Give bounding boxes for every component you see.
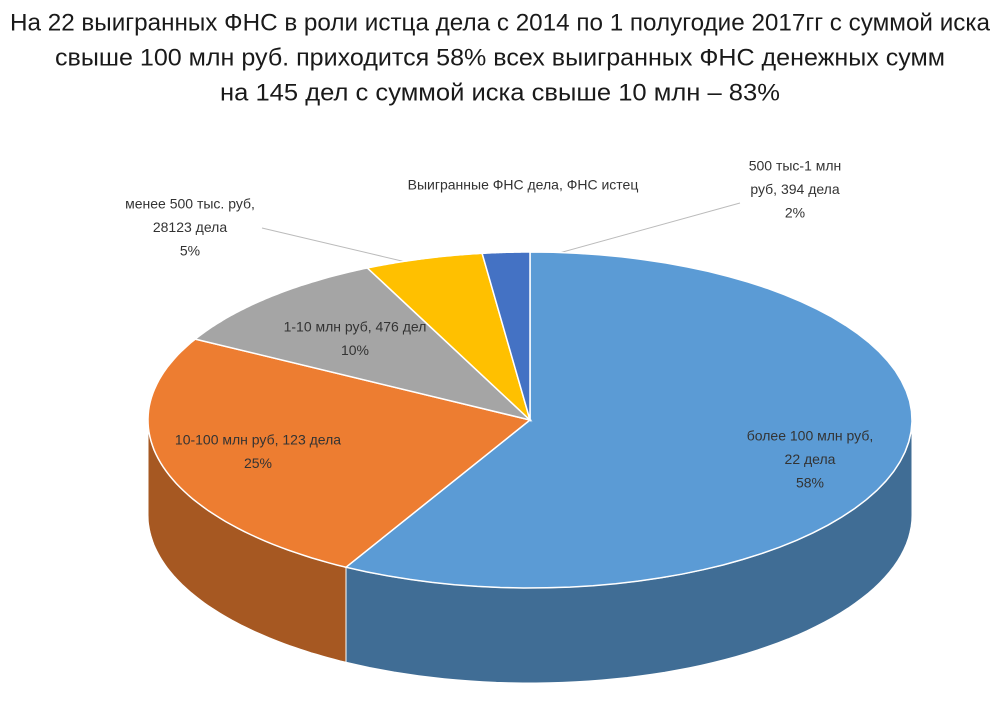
data-label: 22 дела (785, 451, 836, 467)
data-label: 28123 дела (153, 219, 227, 235)
data-label: 10-100 млн руб, 123 дела (175, 432, 341, 448)
chart-title: На 22 выигранных ФНС в роли истца дела с… (10, 9, 991, 36)
data-label: более 100 млн руб, (747, 428, 874, 444)
value-label: 2% (785, 205, 805, 221)
chart-subtitle: Выигранные ФНС дела, ФНС истец (408, 177, 639, 193)
value-label: 25% (244, 455, 272, 471)
data-label: менее 500 тыс. руб, (125, 196, 255, 212)
pie-tops (147, 251, 913, 589)
pie (147, 251, 913, 684)
data-label: 500 тыс-1 млн (749, 158, 842, 174)
data-label: 1-10 млн руб, 476 дел (284, 319, 427, 335)
value-label: 10% (341, 342, 369, 358)
slice (147, 338, 532, 569)
slice (365, 252, 532, 423)
slice (344, 251, 913, 589)
slice (193, 267, 533, 422)
chart-title: на 145 дел с суммой иска свыше 10 млн – … (220, 79, 780, 106)
slice (481, 251, 531, 421)
data-label: руб, 394 дела (750, 181, 839, 197)
value-label: 5% (180, 243, 200, 259)
chart-title: свыше 100 млн руб. приходится 58% всех в… (55, 44, 945, 71)
value-label: 58% (796, 475, 824, 491)
